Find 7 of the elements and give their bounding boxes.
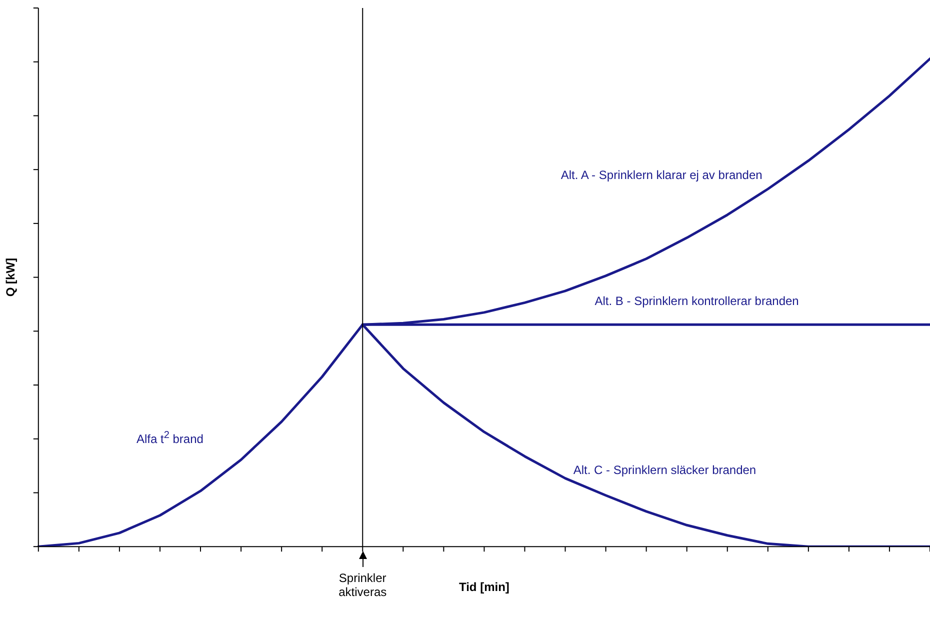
series-label: Alt. A - Sprinklern klarar ej av branden: [560, 168, 762, 182]
series-label: Alt. C - Sprinklern släcker branden: [573, 462, 756, 477]
text: Sprinkler aktiveras: [338, 570, 388, 599]
text: Alfa t$^{2}$ brand: [136, 429, 204, 446]
y-axis-title: Q [kW]: [4, 258, 18, 297]
series-label: Alt. B - Sprinklern kontrollerar branden: [594, 294, 799, 308]
x-axis-title: Tid [min]: [458, 580, 510, 594]
